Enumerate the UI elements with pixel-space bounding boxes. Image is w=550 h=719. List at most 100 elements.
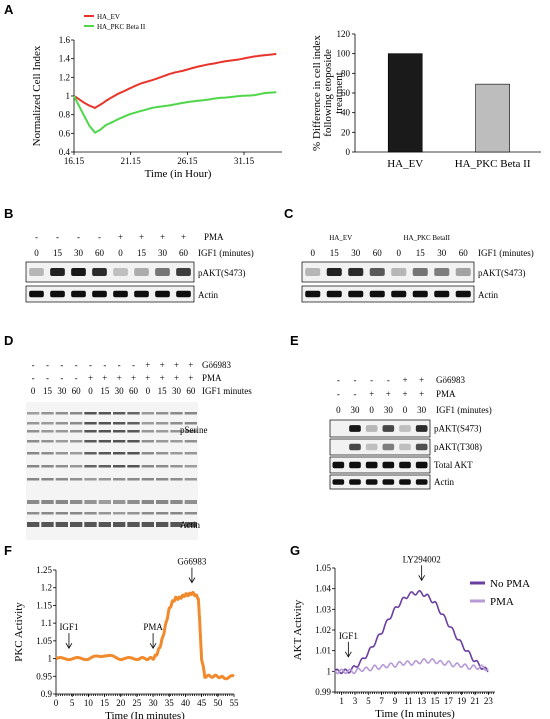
pserine-band [141, 412, 154, 415]
actin-frame [25, 285, 195, 303]
pserine-band [156, 478, 169, 481]
actin-band [155, 290, 170, 298]
band-row-2-band [349, 461, 361, 469]
x-tick-label: 21.15 [121, 156, 142, 166]
band-label: pAKT(T308) [434, 442, 482, 452]
pserine-band [27, 512, 40, 515]
y-axis-label-line: % Difference in cell index [311, 35, 323, 151]
pserine-band [41, 430, 54, 433]
pserine-band [84, 500, 97, 504]
panel-letter-d: D [4, 333, 13, 348]
x-tick-label: 10 [84, 698, 94, 708]
annotation-arrow-head [344, 651, 352, 658]
y-tick-label: 0.4 [59, 147, 71, 157]
band-row-0-band [365, 425, 378, 432]
go-sign: - [337, 375, 340, 385]
x-tick-label: 55 [230, 698, 240, 708]
pserine-band [184, 412, 197, 415]
y-tick-label: 1.2 [59, 72, 70, 82]
pakt-band [155, 268, 170, 276]
x-tick-label: 16.15 [64, 156, 85, 166]
pserine-band [156, 500, 169, 504]
y-tick-label: 1.25 [36, 565, 52, 575]
band-row-1-band [399, 443, 411, 451]
pserine-band [41, 422, 54, 425]
pma-label: PMA [204, 232, 224, 242]
x-tick-label: HA_PKC Beta II [455, 158, 531, 170]
pakt-band [71, 268, 86, 276]
pserine-band [55, 465, 68, 468]
pserine-band [170, 465, 183, 468]
igf1-time: 0 [336, 405, 341, 415]
pserine-band [70, 465, 83, 468]
pserine-band [41, 452, 54, 455]
x-tick-label: 20 [116, 698, 126, 708]
pserine-band [141, 440, 154, 443]
actin-band [348, 290, 364, 298]
actin-band [412, 290, 428, 298]
panel-letter-g: G [290, 543, 300, 558]
igf1-time: 30 [351, 405, 361, 415]
bar-ha-ev [387, 53, 423, 153]
go-sign: - [46, 360, 49, 370]
band-row-2-band [399, 461, 411, 469]
go-sign: - [354, 375, 357, 385]
chart-cell-index-line: 0.4 0.6 0.8 1 1.2 1.4 1.6 16.15 21.15 26.15 31.15 T… [31, 13, 282, 180]
pserine-band [113, 440, 126, 443]
chart-percent-difference-bar: 0 20 40 60 80 100 120 HA_EV HA_PKC Beta II % Diff… [311, 29, 541, 170]
pma-sign: + [88, 373, 93, 383]
actin-band [326, 290, 342, 298]
pserine-band [127, 412, 140, 415]
igf1-time: 0 [311, 248, 316, 258]
series-line-pma [334, 658, 489, 675]
pserine-band [170, 512, 183, 515]
igf1-time: 30 [172, 386, 182, 396]
igf1-time: 30 [57, 386, 67, 396]
pserine-band [141, 478, 154, 481]
pserine-band [55, 430, 68, 433]
actin-band [55, 522, 68, 527]
pserine-band [27, 430, 40, 433]
x-axis-label: Time (in Hour) [145, 168, 212, 180]
actin-band [27, 522, 40, 527]
pserine-band [41, 512, 54, 515]
pserine-band [70, 440, 83, 443]
y-tick-label: 60 [341, 88, 351, 98]
actin-band [113, 290, 128, 298]
y-tick-label: 1 [48, 654, 53, 664]
pserine-band [98, 465, 111, 468]
actin-band [113, 522, 126, 527]
x-tick-label: 30 [149, 698, 159, 708]
pakt-band [326, 268, 342, 276]
x-tick-label: 21 [471, 696, 480, 706]
actin-band [434, 290, 450, 298]
y-tick-label: 1.01 [315, 646, 331, 656]
annotation-label: LY294002 [403, 554, 441, 564]
pserine-band [27, 500, 40, 504]
pserine-band [184, 452, 197, 455]
go-sign: - [32, 360, 35, 370]
pma-sign: - [35, 232, 38, 242]
pserine-band [55, 412, 68, 415]
igf1-time: 60 [373, 248, 383, 258]
annotation-label: IGF1 [59, 622, 78, 632]
series-line-ha-ev [73, 53, 277, 110]
pserine-band [170, 452, 183, 455]
y-tick-label: 20 [341, 127, 351, 137]
go-sign: + [419, 375, 424, 385]
pserine-band [27, 412, 40, 415]
go-label: Gö6983 [436, 375, 465, 385]
pserine-band [70, 478, 83, 481]
pma-sign: + [386, 389, 391, 399]
pserine-band [27, 478, 40, 481]
pserine-band [84, 430, 97, 433]
pserine-band [70, 500, 83, 504]
y-tick-label: 1.04 [315, 584, 331, 594]
x-tick-label: 13 [417, 696, 427, 706]
y-tick-label: 0.8 [59, 110, 71, 120]
igf1-time: 0 [31, 386, 36, 396]
pserine-band [127, 422, 140, 425]
x-tick-label: 35 [165, 698, 175, 708]
pma-sign: + [419, 389, 424, 399]
y-tick-label: 1.15 [36, 600, 52, 610]
